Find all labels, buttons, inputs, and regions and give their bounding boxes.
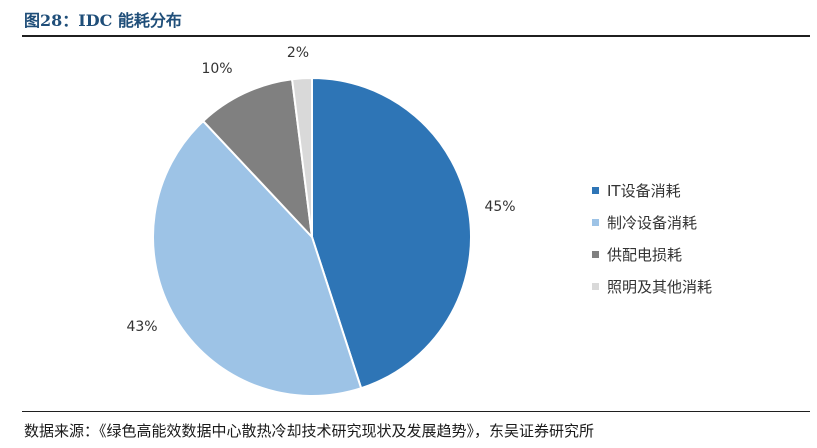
- legend-swatch-3: [592, 250, 599, 258]
- pie-data-label-2: 43%: [126, 319, 157, 335]
- pie-data-label-4: 2%: [287, 45, 309, 61]
- pie-data-label-3: 10%: [201, 61, 232, 77]
- legend-swatch-4: [592, 282, 599, 290]
- pie-slice-2: [152, 119, 363, 397]
- legend-label-2: 制冷设备消耗: [607, 213, 698, 232]
- legend-label-3: 供配电损耗: [607, 245, 683, 264]
- bottom-rule: [22, 411, 810, 412]
- pie-data-label-1: 45%: [484, 199, 515, 215]
- legend-item-3: 供配电损耗: [592, 238, 712, 270]
- pie-slices: [152, 76, 472, 397]
- legend-label-1: IT设备消耗: [607, 181, 681, 200]
- chart-legend: IT设备消耗 制冷设备消耗 供配电损耗照明及其他消耗: [592, 174, 712, 302]
- pie-slice-1: [311, 76, 472, 390]
- pie-data-labels: 45% 43% 10% 2%: [126, 45, 515, 335]
- legend-item-4: 照明及其他消耗: [592, 270, 712, 302]
- figure-title: 图28：IDC 能耗分布: [24, 11, 182, 30]
- pie-chart: 45% 43% 10% 2%: [126, 45, 516, 397]
- source-note: 数据来源：《绿色高能效数据中心散热冷却技术研究现状及发展趋势》，东吴证券研究所: [24, 422, 595, 440]
- legend-swatch-1: [592, 186, 599, 194]
- legend-label-4: 照明及其他消耗: [607, 277, 713, 296]
- legend-item-1: IT设备消耗: [592, 174, 712, 206]
- legend-item-2: 制冷设备消耗: [592, 206, 712, 238]
- top-rule: [22, 35, 810, 37]
- legend-swatch-2: [592, 218, 599, 226]
- pie-slice-3: [201, 78, 314, 240]
- pie-slice-4: [290, 76, 313, 238]
